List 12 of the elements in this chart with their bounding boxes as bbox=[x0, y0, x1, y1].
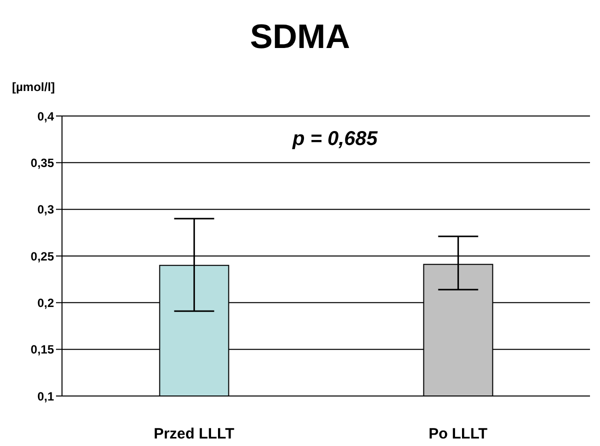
chart-title: SDMA bbox=[248, 18, 352, 57]
y-tick-label: 0,25 bbox=[30, 249, 54, 264]
x-tick-label: Przed LLLT bbox=[154, 426, 234, 443]
y-tick-label: 0,15 bbox=[30, 342, 54, 357]
y-tick-label: 0,35 bbox=[30, 156, 54, 170]
y-tick-label: 0,3 bbox=[37, 202, 54, 217]
annotation: p = 0,685 bbox=[291, 128, 379, 151]
x-tick-label: Po LLLT bbox=[428, 426, 488, 443]
y-tick-label: 0,2 bbox=[37, 296, 54, 310]
y-axis-title: [µmol/l] bbox=[12, 80, 55, 94]
y-tick-label: 0,4 bbox=[37, 109, 54, 124]
y-tick-label: 0,1 bbox=[37, 389, 54, 404]
